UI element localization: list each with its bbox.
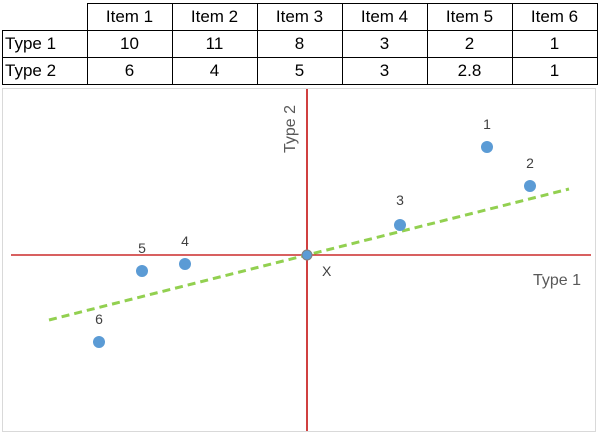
center-label: X [322,263,332,279]
center-point [301,249,313,261]
data-table: Item 1 Item 2 Item 3 Item 4 Item 5 Item … [2,3,598,85]
table-header-row: Item 1 Item 2 Item 3 Item 4 Item 5 Item … [2,3,598,31]
header-cell: Item 6 [511,3,598,31]
point-label: 2 [526,155,534,171]
header-cell: Item 2 [171,3,258,31]
table-cell: 6 [86,57,173,85]
data-point [136,265,148,277]
table-cell: 3 [341,30,428,58]
point-label: 5 [138,240,146,256]
table-cell: 8 [256,30,343,58]
table-cell: 4 [171,57,258,85]
row-label: Type 1 [2,30,88,58]
table-cell: 5 [256,57,343,85]
table-cell: 2 [426,30,513,58]
header-cell: Item 3 [256,3,343,31]
header-cell: Item 4 [341,3,428,31]
table-cell: 3 [341,57,428,85]
table-cell: 10 [86,30,173,58]
data-point [93,336,105,348]
table-cell: 11 [171,30,258,58]
table-cell: 1 [511,30,598,58]
y-axis-title: Type 2 [282,105,299,153]
table-corner-cell [2,3,88,31]
table-cell: 1 [511,57,598,85]
trendline [48,187,570,322]
chart-area: 1 2 3 4 5 6 X Type 1 Type 2 [2,88,596,432]
data-point [394,219,406,231]
data-point [481,141,493,153]
data-point [524,180,536,192]
header-cell: Item 5 [426,3,513,31]
table-row: Type 1 10 11 8 3 2 1 [2,30,598,58]
point-label: 3 [396,192,404,208]
point-label: 4 [181,233,189,249]
point-label: 1 [483,116,491,132]
table-cell: 2.8 [426,57,513,85]
x-axis-title: Type 1 [533,272,581,289]
scatter-chart: 1 2 3 4 5 6 X Type 1 Type 2 [11,89,591,431]
table-row: Type 2 6 4 5 3 2.8 1 [2,57,598,85]
point-label: 6 [95,311,103,327]
data-point [179,258,191,270]
row-label: Type 2 [2,57,88,85]
data-points: 1 2 3 4 5 6 [93,116,536,348]
header-cell: Item 1 [86,3,173,31]
